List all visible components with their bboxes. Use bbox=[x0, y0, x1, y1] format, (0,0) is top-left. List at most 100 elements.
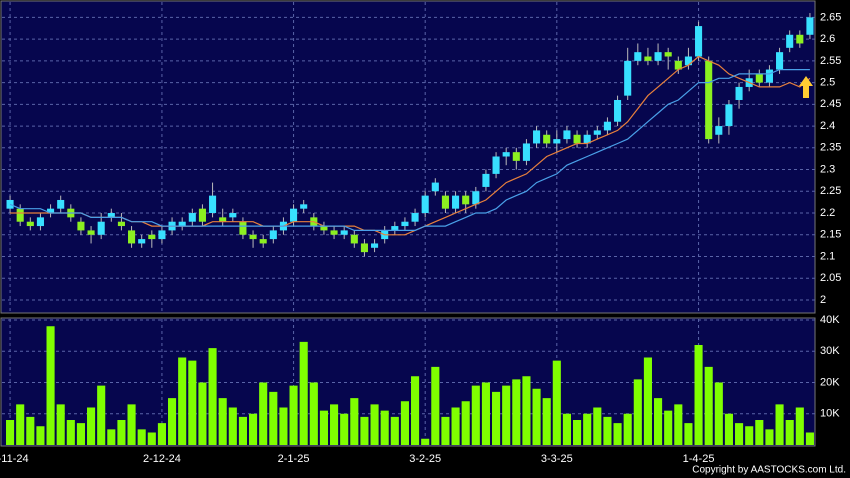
volume-bar bbox=[492, 391, 501, 445]
volume-bar bbox=[694, 345, 703, 445]
x-tick-label: 2-12-24 bbox=[143, 453, 181, 465]
candle-body bbox=[117, 221, 125, 227]
candle-body bbox=[249, 234, 257, 240]
candle-body bbox=[6, 199, 14, 209]
volume-bar bbox=[755, 420, 764, 445]
candle-body bbox=[411, 213, 419, 222]
candle-body bbox=[209, 195, 217, 214]
candle-body bbox=[128, 230, 136, 244]
candle-body bbox=[259, 239, 267, 244]
y-tick-label: 2.1 bbox=[820, 250, 835, 262]
candle-body bbox=[695, 26, 703, 57]
volume-bar bbox=[36, 426, 45, 445]
candle-body bbox=[441, 195, 449, 209]
candle-body bbox=[47, 208, 55, 214]
candle-body bbox=[452, 195, 460, 209]
candle-body bbox=[533, 130, 541, 144]
candle-body bbox=[421, 195, 429, 214]
plot-layer: 1-11-24 2-12-24 2-1-25 3-2-25 3-3-25 1-4-25 2 2… bbox=[0, 2, 841, 465]
candle-body bbox=[654, 52, 662, 61]
y-tick-label: 40K bbox=[820, 314, 840, 326]
volume-bar bbox=[380, 410, 389, 445]
candle-body bbox=[583, 134, 591, 144]
y-tick-label: 2.55 bbox=[820, 55, 841, 67]
y-tick-label: 30K bbox=[820, 345, 840, 357]
candle-body bbox=[26, 221, 34, 227]
candle-body bbox=[765, 69, 773, 83]
volume-bar bbox=[512, 379, 521, 445]
candle-body bbox=[371, 243, 379, 248]
volume-bar bbox=[421, 438, 430, 445]
candle-body bbox=[178, 221, 186, 227]
volume-bar bbox=[390, 416, 399, 445]
volume-bar bbox=[127, 404, 136, 445]
volume-bar bbox=[279, 407, 288, 445]
candle-body bbox=[644, 56, 652, 61]
volume-bar bbox=[735, 423, 744, 445]
volume-bar bbox=[481, 382, 490, 445]
candle-body bbox=[755, 73, 763, 83]
candle-body bbox=[158, 230, 166, 240]
volume-bar bbox=[259, 382, 268, 445]
volume-bar bbox=[805, 432, 814, 445]
candle-body bbox=[57, 199, 65, 209]
volume-bar bbox=[178, 357, 187, 445]
y-tick-label: 10K bbox=[820, 408, 840, 420]
volume-bar bbox=[117, 420, 126, 445]
volume-bar bbox=[623, 413, 632, 445]
volume-bar bbox=[208, 348, 217, 445]
volume-bar bbox=[319, 410, 328, 445]
candle-body bbox=[614, 99, 622, 122]
candle-body bbox=[563, 130, 571, 140]
volume-bar bbox=[542, 398, 551, 445]
volume-bar bbox=[107, 429, 116, 445]
candle-body bbox=[87, 230, 95, 235]
candle-body bbox=[462, 195, 470, 205]
volume-bar bbox=[431, 366, 440, 445]
y-tick-label: 2.5 bbox=[820, 77, 835, 89]
volume-bar bbox=[573, 420, 582, 445]
volume-bar bbox=[724, 413, 733, 445]
candle-body bbox=[290, 208, 298, 222]
volume-bar bbox=[6, 420, 15, 445]
volume-bar bbox=[289, 385, 298, 445]
volume-bar bbox=[522, 376, 531, 445]
candle-body bbox=[715, 126, 723, 135]
x-tick-label: 1-4-25 bbox=[683, 453, 715, 465]
volume-bar bbox=[502, 385, 511, 445]
candle-body bbox=[198, 208, 206, 222]
y-tick-label: 2.65 bbox=[820, 11, 841, 23]
candle-body bbox=[573, 134, 581, 144]
candle-body bbox=[148, 234, 156, 240]
volume-bar bbox=[613, 423, 622, 445]
volume-bar bbox=[198, 382, 207, 445]
candle-body bbox=[300, 204, 308, 209]
arrow-annotation bbox=[799, 76, 813, 98]
volume-bar bbox=[46, 326, 55, 445]
volume-bar bbox=[785, 420, 794, 445]
volume-bar bbox=[168, 398, 177, 445]
candle-body bbox=[229, 213, 237, 218]
candle-body bbox=[796, 34, 804, 44]
volume-bar bbox=[532, 388, 541, 445]
candle-body bbox=[330, 230, 338, 235]
candle-body bbox=[522, 143, 530, 161]
volume-bar bbox=[552, 360, 561, 445]
candle-body bbox=[36, 217, 44, 227]
volume-bar bbox=[765, 429, 774, 445]
candle-body bbox=[97, 221, 105, 235]
x-tick-label: 1-11-24 bbox=[0, 453, 29, 465]
volume-bar bbox=[249, 413, 258, 445]
volume-bar bbox=[593, 407, 602, 445]
volume-bar bbox=[451, 407, 460, 445]
y-tick-label: 2.45 bbox=[820, 98, 841, 110]
candle-body bbox=[401, 221, 409, 227]
x-tick-label: 3-2-25 bbox=[409, 453, 441, 465]
volume-bar bbox=[66, 420, 75, 445]
y-tick-label: 2.05 bbox=[820, 272, 841, 284]
volume-bar bbox=[97, 385, 106, 445]
candle-body bbox=[472, 191, 480, 205]
volume-bar bbox=[775, 404, 784, 445]
candle-body bbox=[482, 173, 490, 187]
volume-bar bbox=[603, 416, 612, 445]
